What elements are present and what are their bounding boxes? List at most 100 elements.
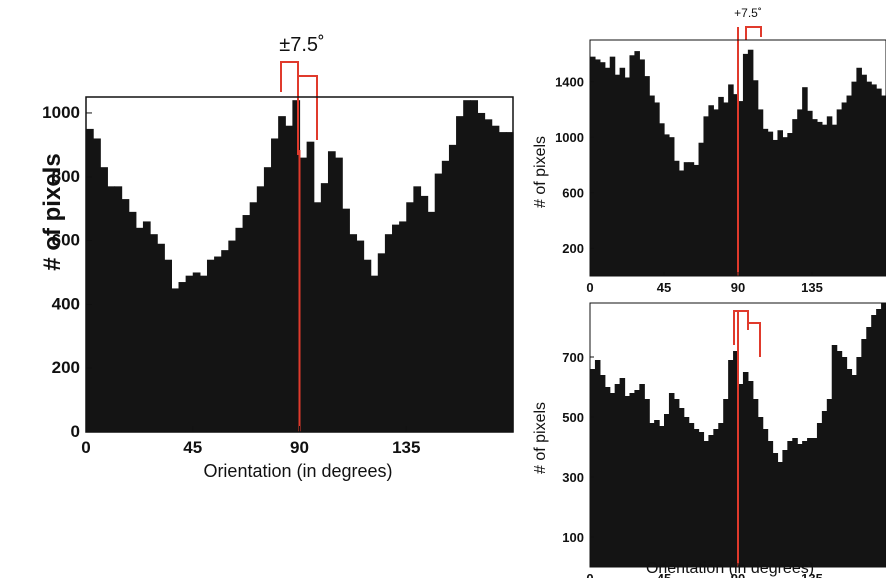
histogram-bar — [757, 109, 764, 276]
histogram-bar — [370, 275, 379, 432]
histogram-bar — [668, 137, 675, 276]
histogram-bar — [221, 250, 229, 432]
x-tick-label: 135 — [392, 438, 420, 457]
histogram-bar — [249, 202, 258, 432]
histogram-bar — [688, 423, 695, 567]
histogram-bar — [772, 139, 779, 276]
histogram-bar — [150, 234, 158, 432]
histogram-bar — [718, 423, 724, 567]
x-ticks-left: 0 45 90 135 — [81, 426, 420, 457]
histogram-bar — [812, 438, 818, 567]
histogram-bar — [335, 157, 343, 432]
histogram-bar — [178, 282, 187, 432]
x-axis-label-left: Orientation (in degrees) — [203, 461, 392, 481]
histogram-bar — [836, 351, 843, 567]
histogram-bar — [609, 393, 616, 567]
x-axis-label-bottom-right: Orientation (in degrees) — [646, 560, 814, 577]
histogram-bar — [881, 95, 886, 276]
histogram-bar — [816, 121, 823, 276]
histogram-bar — [313, 202, 322, 432]
histogram-bar — [802, 87, 808, 276]
histogram-bar — [688, 162, 695, 276]
y-axis-label-top-right: # of pixels — [532, 136, 549, 208]
histogram-bar — [861, 339, 867, 567]
histogram-bar — [816, 423, 823, 567]
y-ticks-left: 0 200 400 600 800 1000 — [42, 103, 92, 441]
histogram-bar — [762, 429, 769, 567]
histogram-bar — [876, 88, 882, 277]
histogram-bar — [777, 130, 783, 276]
y-tick-label: 500 — [562, 410, 584, 425]
histogram-bar — [693, 164, 700, 276]
histogram-bar — [590, 369, 596, 567]
bracket-left — [280, 61, 318, 155]
histogram-bar — [821, 124, 828, 277]
histogram-bar — [664, 414, 670, 567]
histogram-bar — [399, 221, 407, 432]
histogram-bar — [406, 202, 414, 432]
histogram-bar — [242, 215, 251, 432]
histogram-bar — [787, 133, 793, 276]
x-tick-label: 45 — [183, 438, 202, 457]
histogram-bar — [498, 132, 507, 432]
histogram-bar — [135, 227, 144, 432]
histogram-bar — [782, 137, 788, 276]
histogram-bar — [199, 275, 208, 432]
y-tick-label: 600 — [562, 186, 584, 201]
histogram-bar — [826, 399, 833, 567]
histogram-bar — [792, 438, 798, 567]
histogram-bar — [299, 157, 308, 432]
histogram-bar — [86, 128, 94, 432]
histogram-bar — [392, 224, 400, 432]
histogram-bar — [703, 116, 709, 277]
histogram-bar — [772, 453, 779, 567]
x-ticks-bottom-right: 0 45 90 135 — [586, 563, 823, 578]
y-ticks-bottom-right: 100 300 500 700 — [562, 350, 594, 545]
histogram-left-panel: 0 200 400 600 800 1000 0 45 90 135 # of pixels O… — [39, 34, 514, 481]
x-tick-label: 0 — [81, 438, 90, 457]
histogram-bar — [866, 327, 872, 567]
histogram-bar — [292, 100, 301, 432]
histogram-bar — [797, 109, 803, 276]
histogram-bar — [723, 399, 729, 567]
histogram-bar — [861, 74, 867, 277]
histogram-bar — [491, 125, 500, 432]
histogram-bar — [762, 128, 769, 276]
histogram-bar — [441, 160, 450, 433]
x-tick-label: 0 — [586, 571, 593, 578]
histogram-bar — [841, 357, 848, 567]
y-axis-label-bottom-right: # of pixels — [532, 402, 549, 474]
histogram-bar — [100, 167, 108, 432]
histogram-bar — [871, 315, 877, 567]
y-tick-label: 1000 — [555, 130, 584, 145]
histogram-bar — [363, 259, 372, 432]
histogram-bar — [619, 67, 626, 276]
histogram-bar — [659, 123, 665, 276]
histogram-bar — [654, 102, 660, 277]
histogram-bar — [599, 62, 606, 277]
x-tick-label: 135 — [801, 571, 823, 578]
histogram-bar — [306, 141, 315, 432]
histogram-bar — [802, 441, 808, 567]
histogram-bar — [851, 375, 857, 567]
y-tick-label: 200 — [562, 241, 584, 256]
histogram-bar — [629, 55, 635, 277]
histogram-bar — [846, 95, 853, 276]
histogram-bar — [413, 186, 422, 432]
histogram-bar — [831, 345, 838, 567]
histogram-bar — [807, 438, 813, 567]
y-tick-label: 100 — [562, 530, 584, 545]
histogram-bar — [629, 393, 635, 567]
x-ticks-top-right: 0 45 90 135 — [586, 272, 823, 295]
histogram-bar — [327, 151, 336, 432]
histogram-bar — [484, 119, 493, 432]
histogram-bar — [851, 81, 857, 276]
histogram-bar — [664, 134, 670, 276]
y-tick-label: 700 — [562, 350, 584, 365]
histogram-bar — [644, 76, 650, 276]
annotation-left: ±7.5˚ — [279, 34, 324, 56]
histogram-bar — [836, 109, 843, 276]
histogram-bar — [614, 74, 621, 277]
histogram-bar — [856, 357, 862, 567]
histogram-bar — [713, 429, 719, 567]
